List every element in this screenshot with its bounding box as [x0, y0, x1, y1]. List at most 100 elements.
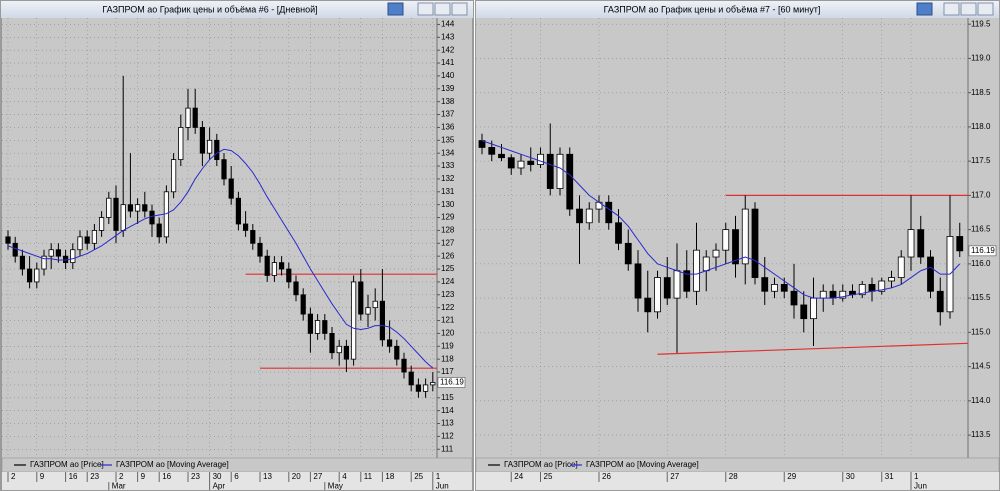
- y-tick-label: 137: [441, 110, 455, 119]
- candle-body: [372, 300, 378, 309]
- month-label: Mar: [112, 482, 126, 491]
- x-tick-label: 23: [191, 472, 200, 481]
- x-tick-label: 13: [263, 472, 272, 481]
- x-tick-label: 16: [162, 472, 171, 481]
- y-tick-label: 113.5: [971, 430, 991, 439]
- candle-body: [819, 290, 827, 299]
- x-tick-label: 2: [119, 472, 124, 481]
- y-tick-label: 141: [441, 58, 455, 67]
- candle-body: [379, 300, 386, 341]
- candle-body: [663, 277, 671, 299]
- y-tick-label: 117: [441, 367, 454, 376]
- y-tick-label: 119.0: [971, 54, 991, 63]
- candle-body: [517, 160, 525, 169]
- candle-body: [5, 236, 11, 244]
- candle-body: [741, 208, 749, 265]
- y-tick-label: 124: [441, 277, 455, 286]
- x-tick-label: 9: [40, 472, 45, 481]
- y-tick-label: 144: [441, 20, 455, 29]
- y-tick-label: 119: [441, 341, 454, 350]
- close-button[interactable]: [977, 2, 994, 16]
- month-label: Jun: [436, 482, 449, 491]
- maximize-button[interactable]: [434, 2, 451, 16]
- candle-body: [286, 268, 292, 283]
- candle-body: [576, 208, 583, 224]
- candle-body: [314, 320, 321, 334]
- x-tick-label: 6: [234, 472, 239, 481]
- candle-body: [192, 107, 198, 128]
- pin-button[interactable]: [387, 2, 404, 16]
- date-strip: [2, 472, 472, 490]
- x-tick-label: 27: [670, 472, 679, 481]
- candle-body: [888, 277, 895, 282]
- close-button[interactable]: [451, 2, 468, 16]
- last-price-label: 116.19: [440, 378, 464, 387]
- last-price-box: [437, 377, 466, 388]
- maximize-button[interactable]: [960, 2, 977, 16]
- y-tick-label: 134: [441, 148, 455, 157]
- candle-body: [897, 256, 905, 278]
- minimize-button[interactable]: [943, 2, 960, 16]
- y-tick-label: 117.0: [971, 190, 991, 199]
- candle-body: [235, 197, 241, 225]
- candle-body: [149, 210, 155, 225]
- x-tick-label: 20: [292, 472, 301, 481]
- candle-body: [350, 281, 357, 360]
- candle-body: [19, 255, 26, 270]
- candle-body: [48, 249, 54, 257]
- x-tick-label: 29: [787, 472, 796, 481]
- y-tick-label: 126: [441, 251, 455, 260]
- x-tick-label: 9: [141, 472, 146, 481]
- candle-body: [732, 229, 739, 265]
- candle-body: [221, 159, 227, 180]
- month-label: May: [328, 482, 343, 491]
- candle-body: [55, 249, 62, 257]
- window-title: ГАЗПРОМ ао График цены и объёма #7 - [60…: [604, 4, 821, 14]
- candle-body: [771, 284, 778, 292]
- title-bar: [476, 1, 999, 18]
- candle-body: [394, 345, 400, 360]
- y-tick-label: 111: [441, 444, 454, 453]
- legend-label: ГАЗПРОМ ао [Moving Average]: [586, 460, 699, 469]
- y-tick-label: 123: [441, 290, 455, 299]
- candle-body: [271, 262, 278, 276]
- candle-body: [546, 153, 554, 189]
- candle-body: [761, 277, 769, 292]
- candle-body: [142, 204, 148, 212]
- candle-body: [780, 284, 788, 292]
- pin-button[interactable]: [916, 2, 933, 16]
- x-tick-label: 24: [514, 472, 523, 481]
- candle-body: [34, 268, 40, 283]
- candle-body: [329, 333, 335, 354]
- y-tick-label: 116.0: [971, 259, 991, 268]
- candle-body: [84, 236, 90, 244]
- y-tick-label: 130: [441, 200, 455, 209]
- minimize-button[interactable]: [417, 2, 434, 16]
- candle-body: [307, 313, 314, 334]
- candle-body: [336, 345, 342, 354]
- y-tick-label: 140: [441, 71, 455, 80]
- candle-body: [605, 201, 613, 224]
- candle-body: [527, 160, 535, 165]
- candle-body: [386, 339, 393, 347]
- candle-body: [26, 268, 33, 283]
- x-tick-label: 31: [885, 472, 894, 481]
- y-tick-label: 118.0: [971, 122, 991, 131]
- y-tick-label: 114: [441, 406, 454, 415]
- x-tick-label: 1: [436, 472, 441, 481]
- x-tick-label: 30: [213, 472, 222, 481]
- legend-label: ГАЗПРОМ ао [Price]: [504, 460, 578, 469]
- window-title: ГАЗПРОМ ао График цены и объёма #6 - [Дн…: [102, 4, 317, 14]
- last-price-box: [968, 245, 997, 257]
- y-tick-label: 127: [441, 238, 455, 247]
- candle-body: [106, 197, 112, 218]
- y-tick-label: 129: [441, 213, 455, 222]
- y-tick-label: 138: [441, 97, 455, 106]
- candle-body: [654, 277, 661, 313]
- candle-body: [422, 384, 429, 392]
- y-tick-label: 116.5: [971, 225, 991, 234]
- candle-body: [322, 320, 328, 334]
- candle-body: [408, 371, 414, 386]
- y-tick-label: 118: [441, 354, 454, 363]
